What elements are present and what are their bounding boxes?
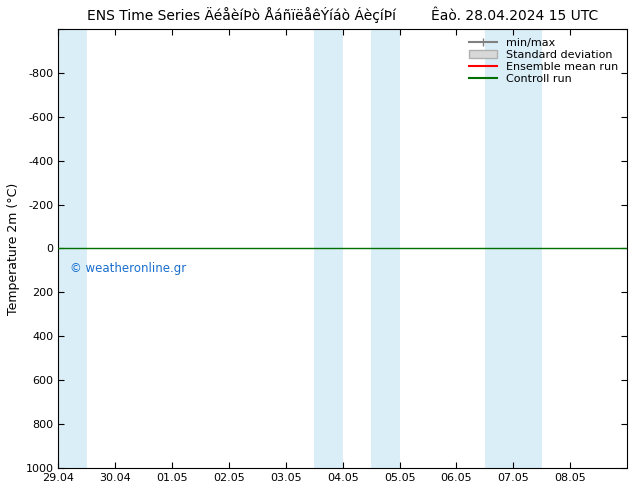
Bar xyxy=(485,29,541,468)
Bar xyxy=(314,29,343,468)
Y-axis label: Temperature 2m (°C): Temperature 2m (°C) xyxy=(7,182,20,315)
Bar xyxy=(58,29,87,468)
Title: ENS Time Series ÄéåèíÞò ÅáñïëåêÝíáò ÁèçíÞí        Êaò. 28.04.2024 15 UTC: ENS Time Series ÄéåèíÞò ÅáñïëåêÝíáò Áèçí… xyxy=(87,7,598,24)
Legend: min/max, Standard deviation, Ensemble mean run, Controll run: min/max, Standard deviation, Ensemble me… xyxy=(466,34,621,88)
Text: © weatheronline.gr: © weatheronline.gr xyxy=(70,262,186,275)
Bar xyxy=(371,29,399,468)
